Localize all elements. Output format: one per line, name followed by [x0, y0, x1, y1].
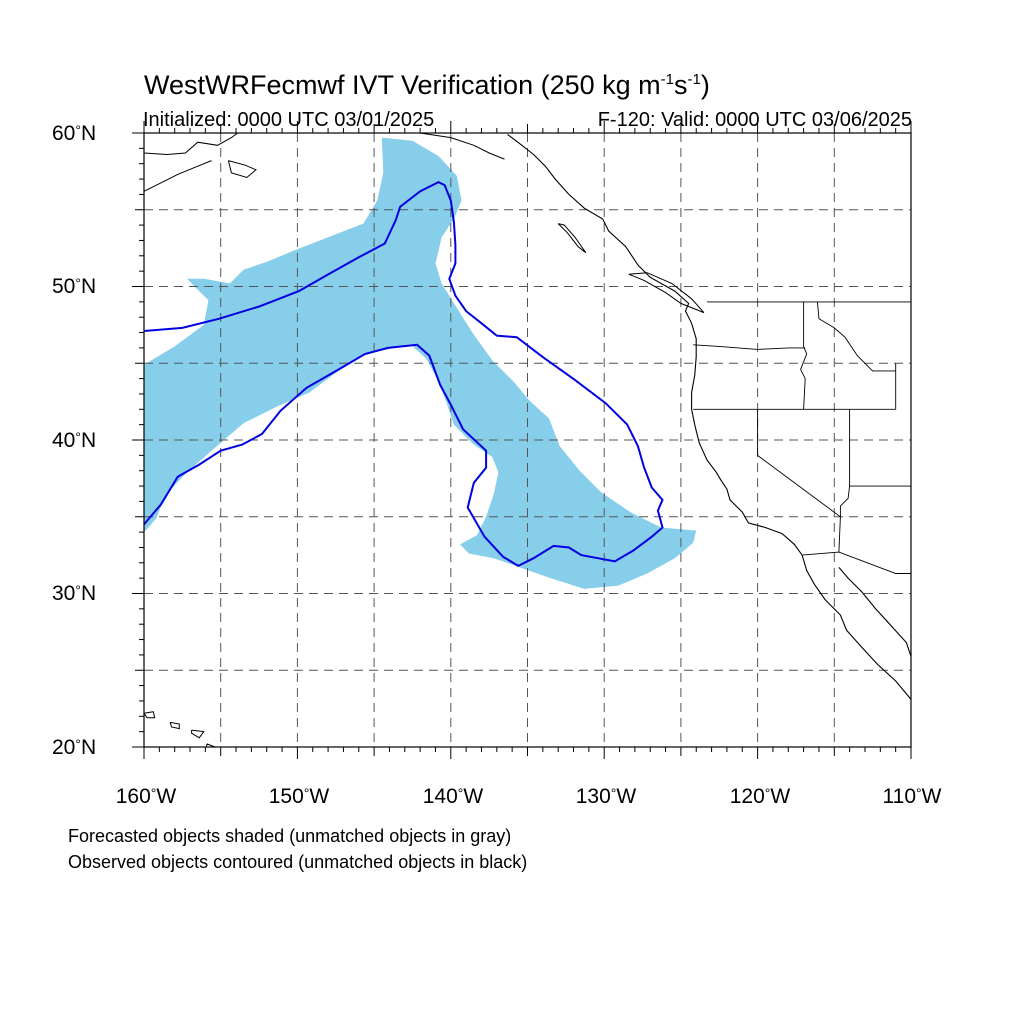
lon-label-160: 160°W: [115, 785, 177, 808]
political-border: [816, 301, 896, 372]
political-border: [693, 344, 806, 350]
coastline: [507, 134, 911, 700]
lon-label-110: 110°W: [882, 785, 942, 808]
initialized-time: Initialized: 0000 UTC 03/01/2025: [143, 109, 435, 131]
lat-label-40: 40°N: [52, 429, 97, 452]
gulf-of-alaska-coast: [420, 133, 505, 160]
legend-forecast-note: Forecasted objects shaded (unmatched obj…: [68, 826, 512, 846]
alaska-peninsula: [144, 160, 212, 192]
haida-gwaii: [557, 223, 587, 254]
valid-time: F-120: Valid: 0000 UTC 03/06/2025: [597, 109, 912, 131]
political-border: [800, 301, 808, 410]
political-border: [757, 409, 841, 553]
lat-label-60: 60°N: [52, 122, 97, 145]
map-title: WestWRFecmwf IVT Verification (250 kg m-…: [144, 70, 710, 100]
political-border: [802, 551, 911, 574]
lat-label-20: 20°N: [52, 736, 97, 759]
gulf-of-california-coast: [838, 567, 911, 657]
lon-label-140: 140°W: [422, 785, 484, 808]
kodiak-island: [227, 160, 257, 179]
lon-label-120: 120°W: [729, 785, 791, 808]
political-border: [839, 409, 851, 517]
hawaii-island: [191, 729, 205, 739]
observed-ivt-contour: [144, 180, 664, 568]
lon-label-130: 130°W: [575, 785, 637, 808]
alaska-coast: [144, 133, 238, 156]
legend-observed-note: Observed objects contoured (unmatched ob…: [68, 852, 528, 872]
lat-label-50: 50°N: [52, 275, 97, 298]
hawaii-island: [169, 721, 180, 730]
hawaii-island: [144, 711, 156, 719]
forecast-ivt-object: [144, 137, 697, 589]
vancouver-island: [628, 272, 705, 314]
lat-label-30: 30°N: [52, 582, 97, 605]
lon-label-150: 150°W: [268, 785, 330, 808]
